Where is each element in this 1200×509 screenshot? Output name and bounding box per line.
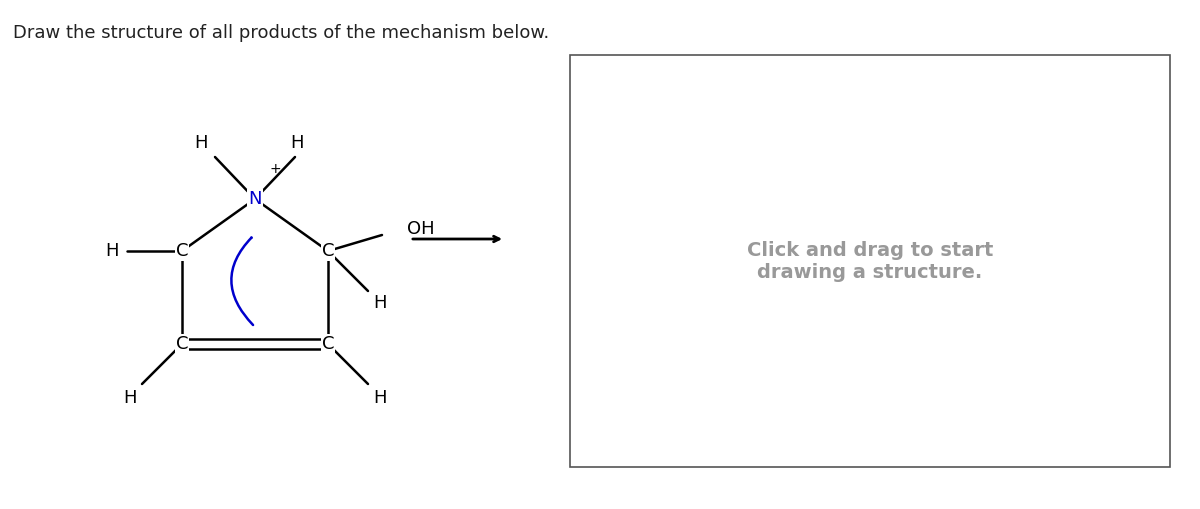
- FancyArrowPatch shape: [232, 238, 253, 325]
- Text: C: C: [175, 335, 188, 353]
- Text: H: H: [124, 389, 137, 407]
- Text: H: H: [194, 134, 208, 152]
- Text: C: C: [322, 335, 335, 353]
- Text: OH: OH: [407, 220, 434, 238]
- Text: H: H: [373, 294, 386, 312]
- Text: Click and drag to start
drawing a structure.: Click and drag to start drawing a struct…: [746, 240, 994, 281]
- Text: C: C: [322, 242, 335, 260]
- FancyBboxPatch shape: [570, 55, 1170, 467]
- Text: +: +: [269, 162, 281, 176]
- Text: H: H: [373, 389, 386, 407]
- Text: H: H: [290, 134, 304, 152]
- Text: Draw the structure of all products of the mechanism below.: Draw the structure of all products of th…: [13, 24, 550, 42]
- Text: H: H: [106, 242, 119, 260]
- Text: N: N: [248, 190, 262, 208]
- Text: C: C: [175, 242, 188, 260]
